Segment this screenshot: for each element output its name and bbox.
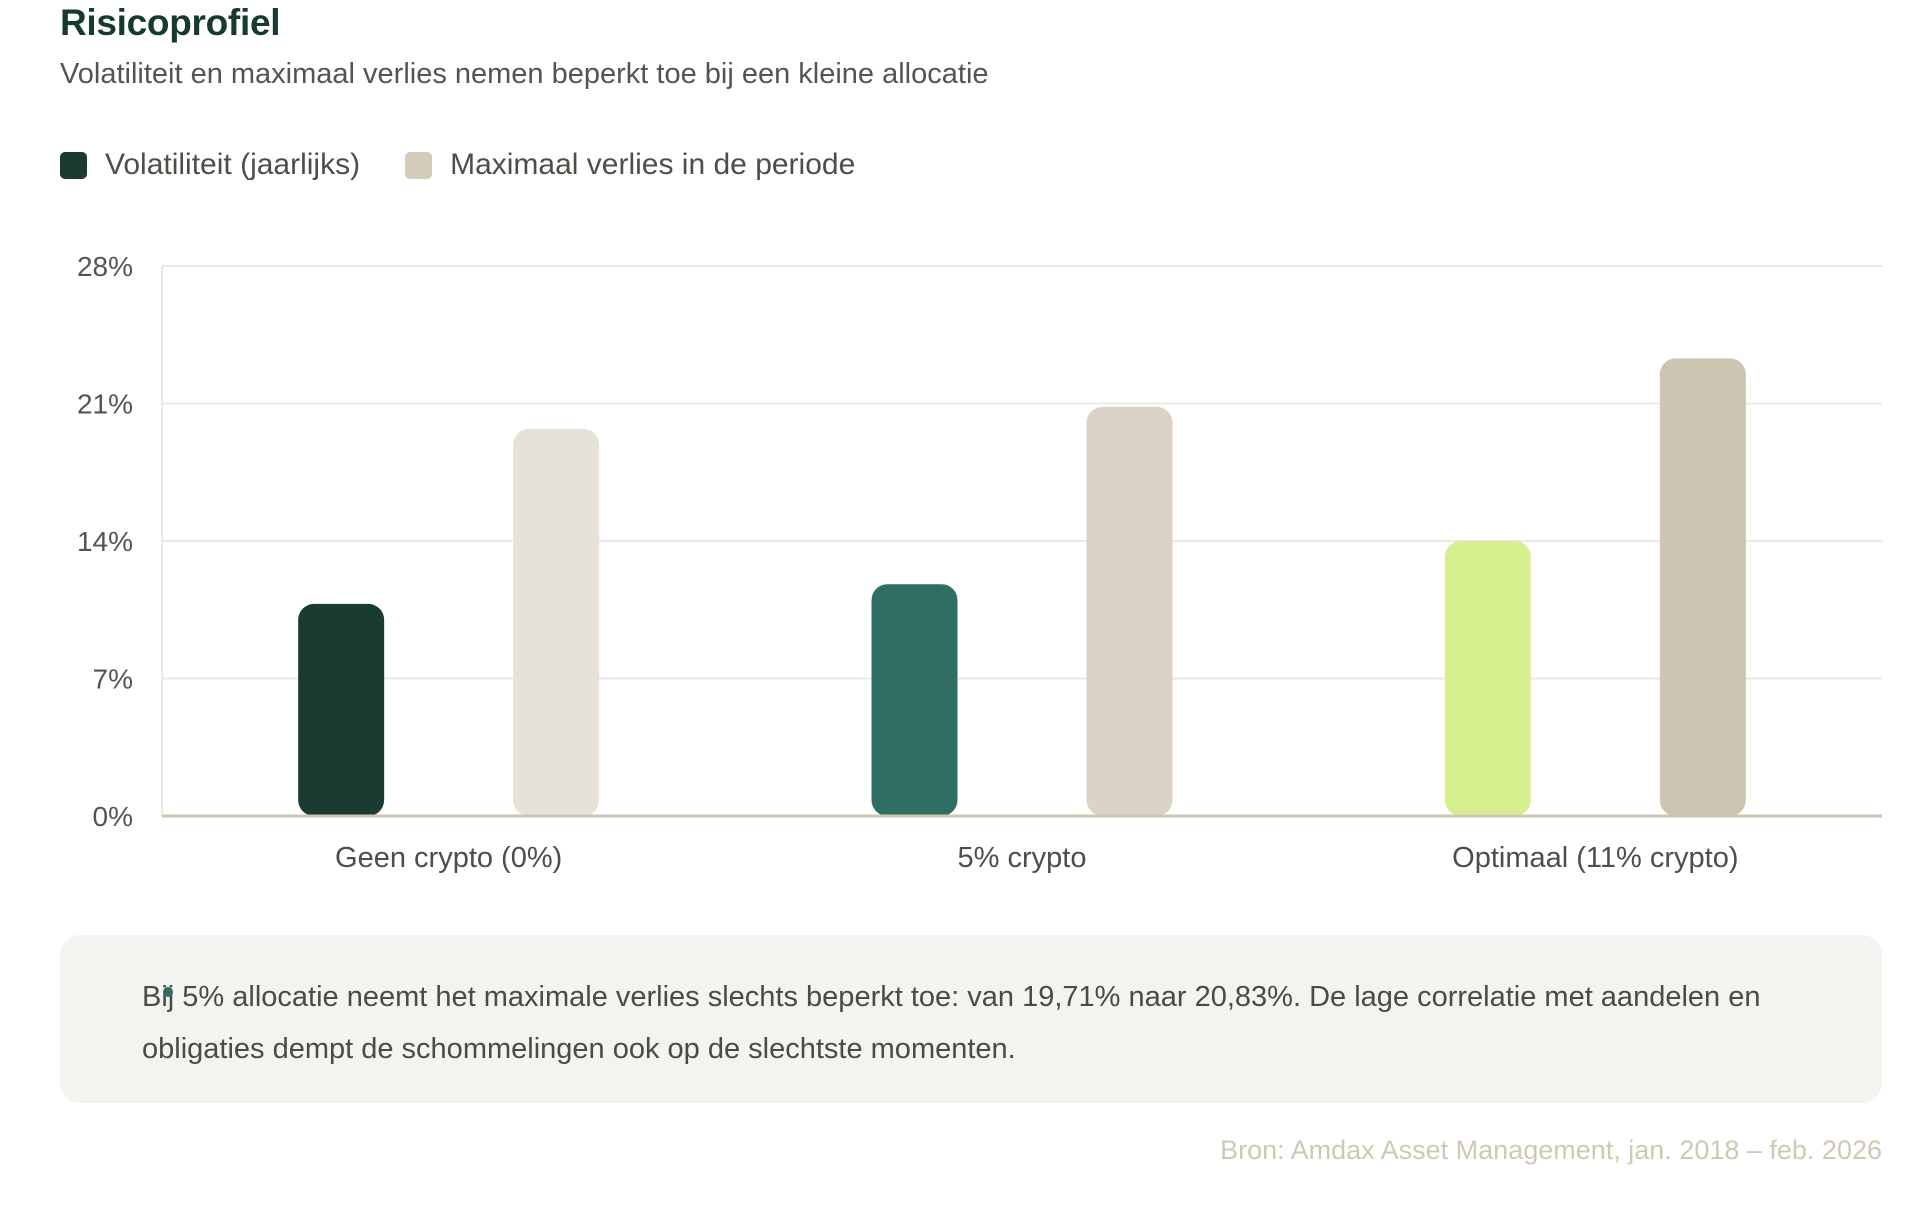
- y-tick-label: 14%: [77, 526, 133, 557]
- legend-label-volatility: Volatiliteit (jaarlijks): [105, 148, 361, 181]
- legend-item-max-loss: Maximaal verlies in de periode: [405, 148, 855, 182]
- bar-max-loss-1: [1086, 406, 1173, 816]
- y-tick-label: 28%: [77, 251, 133, 282]
- bar-volatility-0: [298, 603, 385, 816]
- legend-swatch-volatility: [60, 151, 87, 179]
- bar-volatility-2: [1444, 541, 1531, 816]
- legend-item-volatility: Volatiliteit (jaarlijks): [60, 148, 360, 182]
- legend-swatch-max-loss: [405, 151, 433, 179]
- y-tick-label: 0%: [93, 801, 133, 832]
- chart-legend: Volatiliteit (jaarlijks) Maximaal verlie…: [60, 148, 900, 182]
- y-tick-label: 7%: [93, 664, 133, 695]
- insight-box: Bij 5% allocatie neemt het maximale verl…: [60, 935, 1882, 1103]
- source-note: Bron: Amdax Asset Management, jan. 2018 …: [1220, 1135, 1882, 1165]
- x-category-label: Optimaal (11% crypto): [1452, 842, 1738, 874]
- bar-max-loss-0: [513, 428, 600, 816]
- insight-text: Bij 5% allocatie neemt het maximale verl…: [142, 981, 1761, 1065]
- y-tick-label: 21%: [77, 389, 133, 420]
- page-subtitle: Volatiliteit en maximaal verlies nemen b…: [60, 58, 989, 90]
- bullet-dot: [163, 987, 173, 997]
- page-title: Risicoprofiel: [60, 2, 281, 43]
- bar-volatility-1: [871, 584, 958, 816]
- x-category-label: Geen crypto (0%): [335, 842, 562, 874]
- legend-label-max-loss: Maximaal verlies in de periode: [450, 148, 856, 181]
- x-category-label: 5% crypto: [958, 842, 1087, 874]
- bar-chart: 0% 7% 14% 21% 28% Geen crypto (0%) 5% crypto Op…: [77, 251, 1882, 874]
- bar-max-loss-2: [1659, 358, 1746, 816]
